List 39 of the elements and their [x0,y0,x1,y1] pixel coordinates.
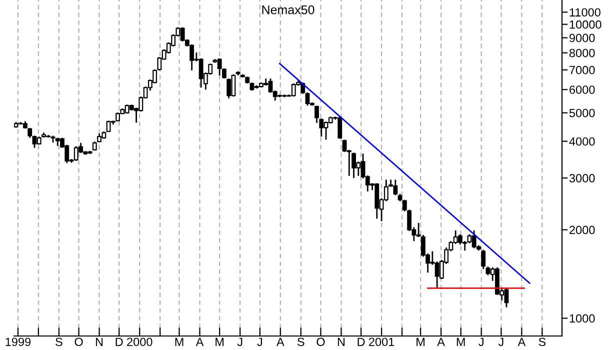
x-tick-label: D [358,338,365,346]
x-tick-label: M [456,338,465,346]
candlestick [481,249,486,270]
x-tick-label: M [216,338,224,346]
y-tick-label: 8000 [569,48,595,58]
x-tick-label: J [478,338,484,346]
y-tick-label: 9000 [570,34,595,42]
x-tick-label: N [96,338,103,346]
x-tick-label: D [116,338,123,346]
x-tick-label: J [257,338,262,346]
y-tick-label: 5000 [569,108,595,118]
x-tick-label: M [175,338,184,346]
x-tick-label: M [416,338,424,346]
x-tick-label: S [297,338,304,346]
x-tick-label: O [316,338,325,346]
y-tick-label: 10000 [570,20,602,29]
y-tick-label: 2000 [570,226,595,234]
x-tick-label: 2000 [127,338,152,346]
x-tick-label: A [518,338,526,346]
y-tick-label: 6000 [570,86,595,94]
candlestick [226,78,232,100]
x-tick-label: 1999 [6,338,31,346]
x-tick-label: A [437,338,445,346]
x-tick-label: A [276,338,284,346]
y-tick-label: 11000 [570,8,600,17]
x-tick-label: N [338,338,345,346]
y-tick-label: 1000 [570,314,595,323]
chart-title: Nemax50 [262,5,314,14]
x-tick-label: S [56,338,62,346]
x-tick-label: A [196,338,204,346]
y-tick-label: 7000 [570,66,595,74]
y-tick-label: 3000 [569,174,595,182]
y-tick-label: 4000 [569,137,595,146]
x-tick-label: J [237,338,242,346]
x-tick-label: 2001 [369,338,394,346]
x-tick-label: S [538,338,546,346]
candlestick [28,127,32,139]
x-tick-label: O [74,338,83,346]
x-tick-label: J [498,338,504,346]
